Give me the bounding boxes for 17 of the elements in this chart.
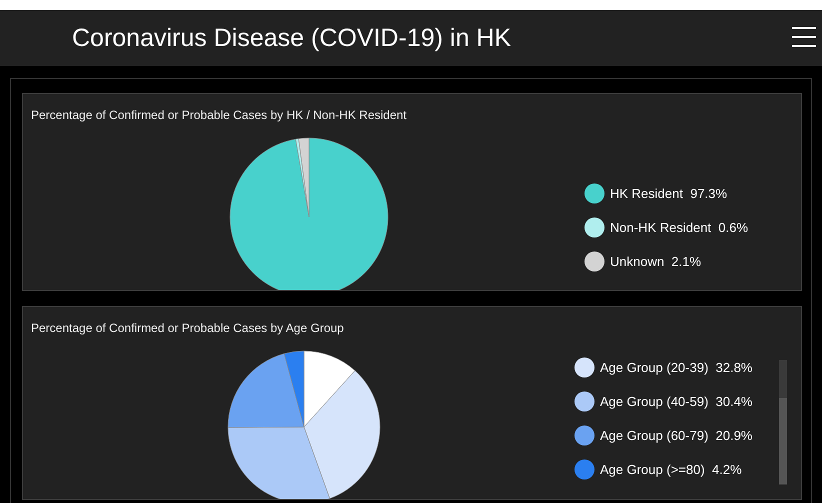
legend-label: Age Group (20-39) xyxy=(600,360,708,374)
data-label: 30.4% xyxy=(714,394,752,408)
legend-label: Non-HK Resident xyxy=(610,220,712,234)
data-label: 97.3% xyxy=(689,186,728,200)
legend-label: Age Group (40-59) xyxy=(600,394,708,408)
legend-label: HK Resident xyxy=(610,186,683,200)
legend-label: Age Group (60-79) xyxy=(600,428,708,442)
data-label: 0.6% xyxy=(717,220,748,234)
legend-label: Unknown xyxy=(610,254,664,268)
text: Coronavirus Disease (COVID-19) in HK xyxy=(72,24,512,52)
chart-title: Percentage of Confirmed or Probable Cases by HK / Non-HK Resident xyxy=(31,108,407,122)
chart-title: Percentage of Confirmed or Probable Cases by Age Group xyxy=(31,321,344,335)
legend-label: Age Group (>=80) xyxy=(600,462,705,476)
data-label: 4.2% xyxy=(711,462,742,476)
data-label: 32.8% xyxy=(714,360,752,374)
data-label: 20.9% xyxy=(714,428,752,442)
data-label: 2.1% xyxy=(670,254,702,268)
